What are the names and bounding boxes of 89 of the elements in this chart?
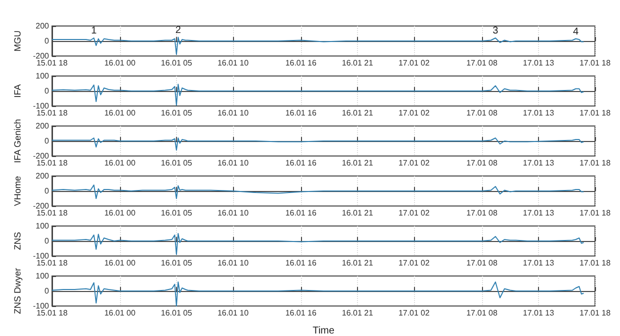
x-tick-label: 17.01 08 bbox=[466, 208, 498, 218]
y-tick-label: 0 bbox=[44, 86, 50, 96]
x-tick-label: 17.01 02 bbox=[398, 258, 430, 268]
x-tick-label: 16.01 16 bbox=[285, 108, 317, 118]
x-tick-label: 17.01 18 bbox=[579, 258, 612, 268]
x-tick-label: 16.01 21 bbox=[342, 158, 374, 168]
y-tick-label: 100 bbox=[36, 272, 50, 280]
x-tick-label: 16.01 00 bbox=[104, 208, 136, 218]
y-tick-label: -200 bbox=[32, 52, 50, 60]
x-tick-label: 16.01 05 bbox=[160, 258, 193, 268]
x-tick-label: 17.01 02 bbox=[398, 158, 430, 168]
y-axis-title: ZNS bbox=[12, 232, 22, 250]
x-tick-label: 16.01 05 bbox=[160, 308, 193, 318]
x-tick-label: 17.01 13 bbox=[522, 258, 555, 268]
x-tick-label: 16.01 05 bbox=[160, 208, 193, 218]
y-tick-label: 0 bbox=[44, 186, 50, 196]
x-tick-label: 17.01 08 bbox=[466, 58, 498, 68]
x-tick-label: 17.01 18 bbox=[579, 208, 612, 218]
x-tick-label: 17.01 08 bbox=[466, 108, 498, 118]
x-tick-label: 16.01 16 bbox=[285, 158, 317, 168]
annotation: 2 bbox=[175, 24, 182, 36]
y-tick-label: -100 bbox=[32, 252, 50, 260]
x-tick-label: 17.01 18 bbox=[579, 108, 612, 118]
x-tick-label: 17.01 13 bbox=[522, 208, 555, 218]
x-tick-label: 17.01 02 bbox=[398, 208, 430, 218]
y-tick-label: 100 bbox=[36, 72, 50, 80]
x-tick-label: 17.01 13 bbox=[522, 108, 555, 118]
y-tick-label: -200 bbox=[32, 152, 50, 160]
x-tick-label: 17.01 13 bbox=[522, 58, 555, 68]
annotation: 3 bbox=[492, 26, 499, 36]
x-tick-label: 16.01 05 bbox=[160, 158, 193, 168]
x-tick-label: 16.01 21 bbox=[342, 258, 374, 268]
x-tick-label: 16.01 21 bbox=[342, 308, 374, 318]
x-tick-label: 17.01 13 bbox=[522, 158, 555, 168]
x-tick-label: 15.01 18 bbox=[36, 208, 68, 218]
y-axis-title: ZNS Dwyer bbox=[12, 268, 22, 314]
x-tick-label: 15.01 18 bbox=[36, 58, 68, 68]
x-tick-label: 16.01 10 bbox=[217, 208, 250, 218]
x-tick-label: 16.01 16 bbox=[285, 208, 317, 218]
x-tick-label: 16.01 16 bbox=[285, 58, 317, 68]
x-tick-label: 16.01 00 bbox=[104, 108, 136, 118]
y-tick-label: 0 bbox=[44, 36, 50, 46]
x-tick-label: 16.01 05 bbox=[160, 108, 193, 118]
x-tick-label: 17.01 18 bbox=[579, 158, 612, 168]
y-tick-label: 100 bbox=[36, 222, 50, 230]
y-tick-label: 0 bbox=[44, 286, 50, 296]
x-tick-label: 16.01 16 bbox=[285, 258, 317, 268]
x-tick-label: 17.01 18 bbox=[579, 308, 612, 318]
y-tick-label: -200 bbox=[32, 202, 50, 210]
y-axis-title: IFA Genich bbox=[12, 118, 22, 164]
annotation: 4 bbox=[572, 26, 579, 38]
x-tick-label: 17.01 02 bbox=[398, 108, 430, 118]
x-tick-label: 16.01 10 bbox=[217, 108, 250, 118]
x-tick-label: 16.01 10 bbox=[217, 258, 250, 268]
y-axis-title: MGU bbox=[12, 30, 22, 52]
x-tick-label: 16.01 00 bbox=[104, 308, 136, 318]
y-tick-label: -100 bbox=[32, 102, 50, 110]
x-tick-label: 16.01 21 bbox=[342, 208, 374, 218]
x-tick-label: 15.01 18 bbox=[36, 258, 68, 268]
x-tick-label: 16.01 00 bbox=[104, 258, 136, 268]
x-tick-label: 17.01 02 bbox=[398, 308, 430, 318]
x-tick-label: 15.01 18 bbox=[36, 108, 68, 118]
x-tick-label: 16.01 10 bbox=[217, 58, 250, 68]
x-tick-label: 17.01 02 bbox=[398, 58, 430, 68]
x-axis-title: Time bbox=[312, 326, 335, 336]
annotation: 1 bbox=[91, 26, 98, 36]
x-tick-label: 15.01 18 bbox=[36, 158, 68, 168]
x-tick-label: 16.01 00 bbox=[104, 158, 136, 168]
y-axis-title: VHome bbox=[12, 176, 22, 206]
x-tick-label: 16.01 21 bbox=[342, 108, 374, 118]
y-tick-label: 200 bbox=[36, 22, 50, 30]
y-tick-label: 0 bbox=[44, 136, 50, 146]
x-tick-label: 16.01 05 bbox=[160, 58, 193, 68]
y-tick-label: 0 bbox=[44, 236, 50, 246]
x-tick-label: 16.01 16 bbox=[285, 308, 317, 318]
y-tick-label: 200 bbox=[36, 172, 50, 180]
x-tick-label: 17.01 13 bbox=[522, 308, 555, 318]
x-tick-label: 16.01 00 bbox=[104, 58, 136, 68]
x-tick-label: 17.01 08 bbox=[466, 258, 498, 268]
x-tick-label: 16.01 21 bbox=[342, 58, 374, 68]
y-tick-label: -100 bbox=[32, 302, 50, 310]
x-tick-label: 15.01 18 bbox=[36, 308, 68, 318]
y-tick-label: 200 bbox=[36, 122, 50, 130]
x-tick-label: 17.01 18 bbox=[579, 58, 612, 68]
x-tick-label: 16.01 10 bbox=[217, 308, 250, 318]
x-tick-label: 16.01 10 bbox=[217, 158, 250, 168]
x-tick-label: 17.01 08 bbox=[466, 308, 498, 318]
y-axis-title: IFA bbox=[12, 84, 22, 98]
x-tick-label: 17.01 08 bbox=[466, 158, 498, 168]
